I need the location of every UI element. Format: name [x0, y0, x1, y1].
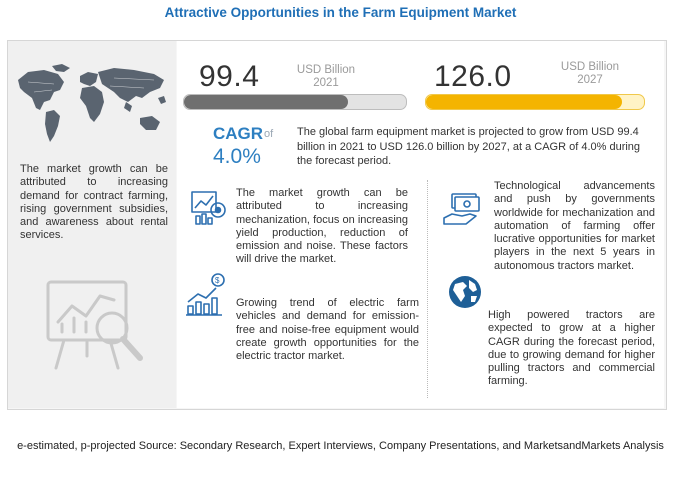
money-hand-icon — [443, 193, 480, 225]
market-summary: The global farm equipment market is proj… — [297, 126, 641, 168]
market-size-2027-value: 126.0 — [434, 60, 512, 93]
svg-text:$: $ — [215, 276, 220, 285]
progress-fill-2021 — [184, 95, 349, 109]
insight-mechanization: The market growth can be attributed to i… — [236, 187, 408, 266]
chart-magnifier-icon — [46, 280, 143, 370]
unit-label: USD Billion — [296, 64, 356, 76]
market-size-2027-unit: USD Billion 2027 — [548, 61, 632, 87]
cagr-value: 4.0% — [213, 145, 261, 168]
unit-label: USD Billion — [560, 61, 620, 73]
insight-electric-vehicles: Growing trend of electric farm vehicles … — [236, 297, 419, 363]
growth-bar-chart-icon: $ — [186, 273, 225, 316]
source-footnote: e-estimated, p-projected Source: Seconda… — [17, 440, 664, 452]
progress-bar-2021 — [183, 94, 407, 110]
year-label: 2021 — [313, 77, 339, 89]
market-size-2021-unit: USD Billion 2021 — [284, 64, 368, 90]
progress-bar-2027 — [425, 94, 645, 110]
cagr-of-label: of — [264, 128, 274, 140]
market-size-2021-value: 99.4 — [199, 60, 260, 93]
progress-fill-2027 — [426, 95, 623, 109]
year-label: 2027 — [577, 74, 603, 86]
globe-icon — [449, 276, 481, 308]
insight-high-powered-tractors: High powered tractors are expected to gr… — [488, 309, 655, 388]
mechanization-chart-icon — [191, 191, 226, 225]
column-divider — [427, 180, 428, 398]
left-panel-text: The market growth can be attributed to i… — [20, 163, 168, 242]
page-title: Attractive Opportunities in the Farm Equ… — [164, 5, 517, 20]
insight-autonomous-tractors: Technological advancements and push by g… — [494, 180, 655, 272]
cagr-label: CAGR — [213, 124, 264, 143]
world-map-icon — [18, 64, 166, 142]
